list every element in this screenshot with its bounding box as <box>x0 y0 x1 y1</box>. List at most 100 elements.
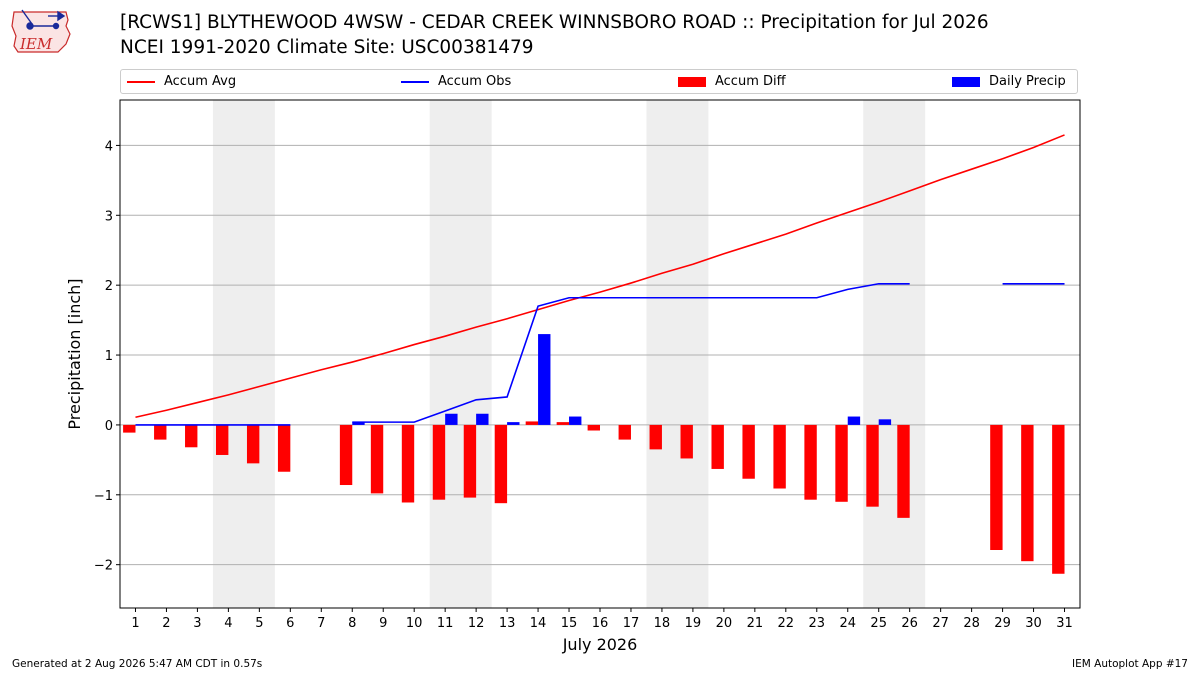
legend-label-accum-diff: Accum Diff <box>715 74 786 89</box>
x-tick-label-25: 25 <box>870 616 887 631</box>
legend-item-daily-precip: Daily Precip <box>952 74 1066 89</box>
y-tick-label-6: 4 <box>105 139 113 154</box>
x-tick-label-4: 4 <box>224 616 232 631</box>
x-tick-label-23: 23 <box>809 616 826 631</box>
generated-note: Generated at 2 Aug 2026 5:47 AM CDT in 0… <box>12 658 263 670</box>
x-tick-label-16: 16 <box>592 616 609 631</box>
y-tick-label-4: 2 <box>105 279 113 294</box>
x-tick-label-6: 6 <box>286 616 294 631</box>
accum-obs-line <box>135 282 1065 426</box>
chart-title: [RCWS1] BLYTHEWOOD 4WSW - CEDAR CREEK WI… <box>120 12 989 33</box>
diff-bar-day-17 <box>618 424 631 440</box>
diff-bar-day-22 <box>773 424 786 489</box>
app-credit: IEM Autoplot App #17 <box>1072 658 1188 670</box>
diff-bar-day-19 <box>680 424 693 459</box>
daily-bar-day-12 <box>476 413 489 425</box>
y-tick-label-0: −2 <box>94 559 113 574</box>
legend-item-accum-obs: Accum Obs <box>401 74 511 89</box>
plot-frame <box>119 99 1081 609</box>
diff-bar-day-20 <box>711 424 724 469</box>
x-tick-label-8: 8 <box>348 616 356 631</box>
diff-bar-day-10 <box>401 424 415 503</box>
y-axis-label: Precipitation [inch] <box>65 278 84 429</box>
diff-bar-day-12 <box>463 424 477 498</box>
x-tick-label-21: 21 <box>747 616 764 631</box>
x-tick-label-14: 14 <box>530 616 547 631</box>
x-tick-label-29: 29 <box>994 616 1011 631</box>
legend-swatch-accum-diff <box>678 76 706 87</box>
diff-bar-day-4 <box>216 424 229 455</box>
diff-bar-day-14 <box>525 421 539 425</box>
daily-bar-day-11 <box>445 413 458 425</box>
weekend-band-2 <box>429 100 492 608</box>
chart-subtitle: NCEI 1991-2020 Climate Site: USC00381479 <box>120 37 534 58</box>
y-tick-label-2: 0 <box>105 419 113 434</box>
x-tick-label-30: 30 <box>1025 616 1042 631</box>
x-tick-label-10: 10 <box>406 616 423 631</box>
diff-bar-day-21 <box>742 424 755 479</box>
weekend-band-4 <box>863 100 926 608</box>
x-tick-label-13: 13 <box>499 616 516 631</box>
diff-bar-day-8 <box>339 424 353 486</box>
daily-bar-day-14 <box>538 334 551 425</box>
diff-bar-day-23 <box>804 424 817 500</box>
x-tick-label-18: 18 <box>654 616 671 631</box>
x-tick-label-20: 20 <box>716 616 733 631</box>
x-tick-label-19: 19 <box>685 616 702 631</box>
diff-bar-day-18 <box>649 424 662 450</box>
x-tick-label-22: 22 <box>778 616 795 631</box>
iem-logo: IEM <box>11 9 71 53</box>
diff-bar-day-15 <box>556 422 570 425</box>
x-tick-label-5: 5 <box>255 616 263 631</box>
diff-bar-day-11 <box>432 424 446 500</box>
x-tick-label-31: 31 <box>1056 616 1073 631</box>
daily-bar-day-25 <box>878 419 892 425</box>
legend-swatch-daily-precip <box>952 76 980 87</box>
diff-bar-day-1 <box>123 424 136 433</box>
x-tick-label-12: 12 <box>468 616 485 631</box>
legend-swatch-accum-obs <box>401 80 429 83</box>
diff-bar-day-31 <box>1052 424 1065 574</box>
diff-bar-day-13 <box>494 424 508 504</box>
x-axis-label: July 2026 <box>562 635 638 654</box>
x-tick-label-3: 3 <box>193 616 201 631</box>
legend-label-daily-precip: Daily Precip <box>989 74 1066 89</box>
weekend-band-1 <box>212 100 275 608</box>
diff-bar-day-2 <box>154 424 167 440</box>
legend-item-accum-avg: Accum Avg <box>127 74 236 89</box>
legend-item-accum-diff: Accum Diff <box>678 74 786 89</box>
diff-bar-day-29 <box>990 424 1003 551</box>
daily-bar-day-24 <box>847 416 861 425</box>
x-tick-label-24: 24 <box>839 616 856 631</box>
diff-bar-day-9 <box>370 424 384 494</box>
x-tick-label-27: 27 <box>932 616 949 631</box>
diff-bar-day-16 <box>587 424 600 431</box>
x-tick-label-7: 7 <box>317 616 325 631</box>
x-tick-label-2: 2 <box>162 616 170 631</box>
x-tick-label-28: 28 <box>963 616 980 631</box>
legend-swatch-accum-avg <box>127 80 155 83</box>
diff-bar-day-5 <box>246 424 260 464</box>
x-tick-label-15: 15 <box>561 616 578 631</box>
legend-label-accum-avg: Accum Avg <box>164 74 237 89</box>
y-tick-label-1: −1 <box>94 489 113 504</box>
x-tick-label-9: 9 <box>379 616 387 631</box>
weekend-band-3 <box>646 100 709 608</box>
x-tick-label-26: 26 <box>901 616 918 631</box>
diff-bar-day-24 <box>835 424 848 502</box>
y-tick-label-5: 3 <box>105 209 113 224</box>
accum-avg-line <box>135 134 1065 419</box>
diff-bar-day-6 <box>277 424 291 472</box>
x-tick-label-17: 17 <box>623 616 640 631</box>
diff-bar-day-26 <box>897 424 910 518</box>
x-tick-label-1: 1 <box>131 616 139 631</box>
diff-bar-day-30 <box>1021 424 1034 562</box>
legend: Accum Avg Accum Obs Accum Diff Daily Pre… <box>120 69 1078 94</box>
daily-bar-day-8 <box>352 422 365 425</box>
diff-bar-day-3 <box>185 424 198 448</box>
legend-label-accum-obs: Accum Obs <box>438 74 512 89</box>
daily-bar-day-15 <box>569 416 582 425</box>
diff-bar-day-25 <box>866 424 879 507</box>
daily-bar-day-13 <box>507 422 520 425</box>
